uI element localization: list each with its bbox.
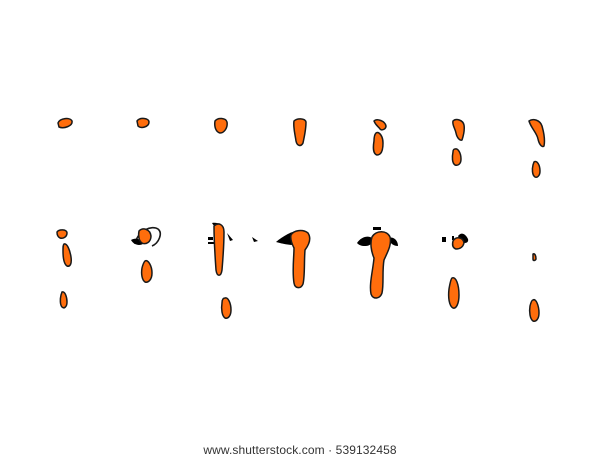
splash-fleck xyxy=(373,227,381,230)
frame-row2-col1 xyxy=(56,229,72,309)
splash-fleck xyxy=(208,237,213,240)
falling-drop xyxy=(59,291,68,309)
watermark-bar: www.shutterstock.com · 539132458 xyxy=(0,438,600,461)
paint-drop xyxy=(57,117,73,129)
splash-fleck xyxy=(452,236,454,240)
paint-drip xyxy=(293,118,307,147)
frame-row1-col5 xyxy=(372,119,387,156)
falling-drop xyxy=(451,148,462,166)
paint-drop xyxy=(56,229,68,239)
frame-row1-col1 xyxy=(57,117,73,129)
paint-splash xyxy=(369,231,392,299)
frame-row2-col2 xyxy=(131,226,161,283)
frame-row2-col7 xyxy=(528,253,540,322)
paint-drip xyxy=(62,243,72,267)
paint-drop xyxy=(136,117,150,129)
splash-fleck xyxy=(252,237,258,242)
paint-speck xyxy=(532,253,537,262)
frame-row2-col5 xyxy=(357,227,398,299)
watermark-text: www.shutterstock.com · 539132458 xyxy=(203,442,397,457)
paint-splash xyxy=(290,229,311,289)
falling-drop xyxy=(447,277,460,309)
paint-drip xyxy=(452,118,465,141)
frame-row1-col3 xyxy=(214,117,228,134)
frame-row1-col4 xyxy=(293,118,307,147)
splash-fleck xyxy=(208,242,214,244)
paint-splash xyxy=(137,228,152,245)
frame-row2-col6 xyxy=(442,233,469,309)
paint-splash xyxy=(451,237,465,250)
falling-drop xyxy=(372,131,384,156)
frame-row2-col3 xyxy=(208,222,233,319)
falling-drop xyxy=(528,298,540,322)
falling-drop xyxy=(140,259,153,283)
splash-crown xyxy=(357,236,373,246)
paint-drip xyxy=(373,119,387,131)
paint-drip xyxy=(213,223,225,276)
frame-row1-col6 xyxy=(451,118,465,166)
falling-drop xyxy=(531,160,541,178)
frame-row1-col2 xyxy=(136,117,150,129)
paint-drip xyxy=(528,118,546,148)
frame-row2-col4 xyxy=(252,229,311,289)
falling-drop xyxy=(220,297,232,319)
splash-fleck xyxy=(227,233,233,241)
paint-drop xyxy=(214,117,228,134)
frame-row1-col7 xyxy=(528,118,546,178)
splash-fleck xyxy=(442,237,446,242)
